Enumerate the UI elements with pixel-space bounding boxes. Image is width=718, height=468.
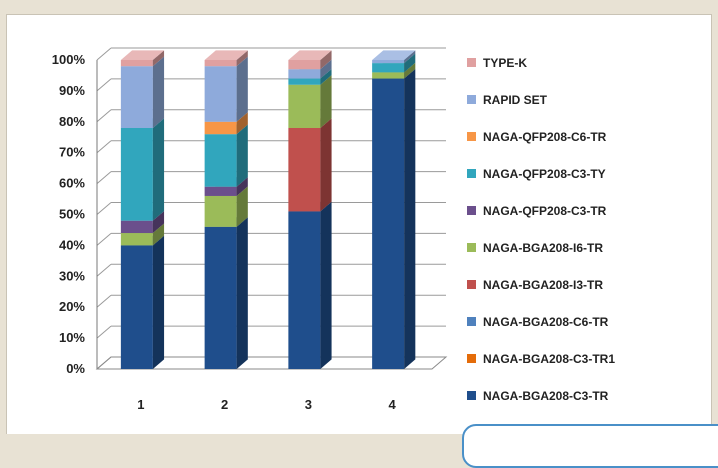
bar-segment-side: [236, 124, 248, 187]
y-tick-label: 10%: [59, 330, 85, 345]
y-tick-label: 90%: [59, 83, 85, 98]
bar-segment-side: [404, 50, 416, 64]
x-tick-label: 3: [305, 397, 312, 412]
bar-segment-front: [288, 69, 321, 79]
legend-swatch: [467, 354, 476, 363]
legend-label: NAGA-BGA208-I3-TR: [483, 278, 603, 292]
bar-segment-side: [236, 50, 248, 67]
bar-segment-front: [120, 220, 153, 234]
x-tick-label: 2: [221, 397, 228, 412]
chart-panel: 0% 10% 20% 30% 40% 50% 60% 70% 80% 90% 100% 1 2 3 4 TYP…: [6, 14, 712, 434]
legend-label: RAPID SET: [483, 93, 548, 107]
legend-swatch: [467, 243, 476, 252]
bar-segment-front: [120, 127, 153, 221]
bar-segment-front: [288, 127, 321, 212]
bar-segment-side: [236, 177, 248, 196]
bar-segment-side: [236, 56, 248, 122]
bar-segment-side: [152, 50, 165, 67]
bar-segment-front: [288, 78, 321, 85]
callout-box: [462, 424, 718, 468]
bar-segment-side: [236, 186, 248, 227]
bar-segment-front: [120, 233, 153, 246]
bar-segment-front: [204, 186, 237, 196]
x-tick-label: 4: [389, 397, 397, 412]
bar-segment-front: [204, 121, 237, 135]
bar-segment-side: [152, 223, 165, 246]
gridline-depth: [96, 325, 112, 339]
gridline-depth: [96, 263, 112, 277]
bar-segment-side: [320, 201, 332, 369]
bar-segment-front: [372, 60, 405, 64]
bar-segment-side: [404, 68, 416, 369]
bar-segment-front: [372, 63, 405, 73]
bar-segment-front: [120, 245, 153, 369]
y-tick-label: 60%: [59, 176, 85, 191]
bar-segment-front: [204, 226, 237, 369]
bar-segment-front: [120, 66, 153, 128]
bar-segment-side: [236, 112, 248, 135]
bar-segment-side: [236, 217, 248, 369]
bar-segment-side: [320, 75, 332, 128]
legend-swatch: [467, 95, 476, 104]
bar-segment-front: [288, 84, 321, 128]
gridline-depth: [96, 140, 112, 154]
legend-label: NAGA-QFP208-C6-TR: [483, 130, 607, 144]
legend-label: NAGA-QFP208-C3-TY: [483, 167, 606, 181]
legend-label: NAGA-BGA208-C3-TR: [483, 389, 609, 403]
gridline-depth: [96, 202, 112, 215]
y-tick-label: 100%: [52, 52, 86, 67]
bar-segment-front: [204, 134, 237, 187]
x-tick-label: 1: [137, 397, 144, 412]
y-tick-label: 0%: [66, 361, 85, 376]
legend-label: NAGA-BGA208-C6-TR: [483, 315, 609, 329]
legend-swatch: [467, 391, 476, 400]
stacked-bar-chart: 0% 10% 20% 30% 40% 50% 60% 70% 80% 90% 100% 1 2 3 4 TYP…: [52, 47, 615, 412]
legend-label: NAGA-QFP208-C3-TR: [483, 204, 607, 218]
bar-segment-side: [320, 68, 332, 85]
legend-swatch: [467, 132, 476, 141]
bar-segment-side: [404, 62, 416, 79]
y-tick-label: 40%: [59, 237, 85, 252]
y-tick-label: 70%: [59, 145, 85, 160]
gridline-depth: [96, 294, 112, 308]
gridline-depth: [96, 47, 112, 61]
bar-segment-front: [204, 60, 237, 67]
gridline-depth: [96, 109, 112, 123]
legend-label: NAGA-BGA208-I6-TR: [483, 241, 603, 255]
legend-label: TYPE-K: [483, 56, 527, 70]
legend-swatch: [467, 317, 476, 326]
bar-segment-top: [204, 50, 248, 60]
y-tick-label: 30%: [59, 268, 85, 283]
bar-segment-front: [120, 60, 153, 67]
bar-segment-front: [372, 78, 405, 369]
bar-segment-side: [404, 53, 416, 73]
gridline-depth: [96, 78, 112, 92]
bar-segment-side: [152, 118, 165, 221]
bar-segment-top: [372, 50, 416, 60]
bar-segment-side: [152, 211, 165, 234]
bar-segment-top: [288, 50, 332, 60]
y-tick-label: 50%: [59, 207, 85, 222]
legend-swatch: [467, 280, 476, 289]
chart-screenshot: 0% 10% 20% 30% 40% 50% 60% 70% 80% 90% 100% 1 2 3 4 TYP…: [6, 14, 718, 468]
bar-segment-side: [152, 56, 165, 128]
bar-segment-front: [372, 72, 405, 79]
bar-segment-front: [288, 60, 321, 70]
y-tick-label: 80%: [59, 114, 85, 129]
bar-segment-side: [152, 235, 165, 369]
gridline-depth: [96, 171, 112, 184]
bar-segment-side: [320, 59, 332, 79]
bar-segment-top: [120, 50, 165, 60]
legend-swatch: [467, 206, 476, 215]
bar-segment-front: [204, 195, 237, 227]
legend-swatch: [467, 58, 476, 67]
bar-segment-side: [320, 50, 332, 70]
legend-swatch: [467, 169, 476, 178]
legend-label: NAGA-BGA208-C3-TR1: [483, 352, 615, 366]
bar-segment-side: [320, 118, 332, 212]
bar-segment-front: [204, 66, 237, 122]
y-tick-label: 20%: [59, 299, 85, 314]
gridline-depth: [96, 233, 112, 246]
bar-segment-front: [288, 211, 321, 369]
